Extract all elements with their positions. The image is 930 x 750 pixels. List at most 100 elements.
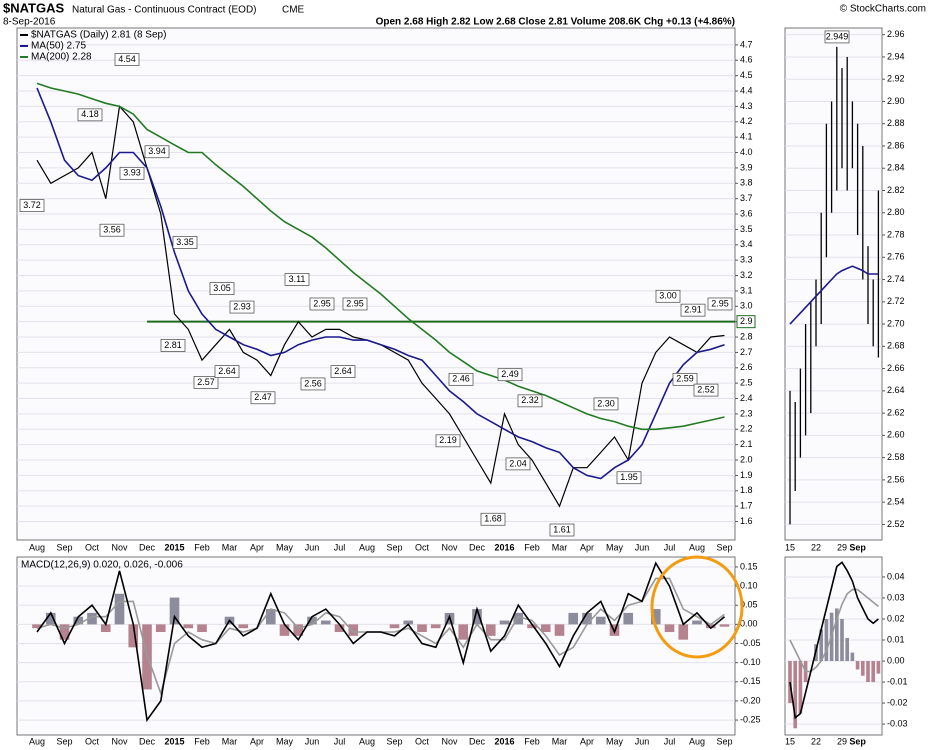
x-tick-label: Jun	[635, 542, 650, 552]
histogram-bar	[45, 612, 56, 625]
x-tick-label: Dec	[139, 736, 156, 746]
x-tick-label: 29	[837, 736, 847, 746]
y-tick-label: -0.03	[887, 718, 908, 728]
y-tick-label: 4.3	[740, 101, 753, 111]
histogram-bar	[128, 624, 139, 648]
x-tick-label: 2016	[494, 736, 514, 746]
y-tick-label: 4.1	[740, 132, 753, 142]
x-tick-label: Oct	[415, 542, 430, 552]
histogram-bar	[183, 624, 194, 629]
x-tick-label: May	[606, 736, 624, 746]
histogram-bar	[458, 624, 469, 640]
histogram-bar	[320, 620, 331, 625]
histogram-bar	[73, 616, 84, 625]
quote: Open 2.68 High 2.82 Low 2.68 Close 2.81 …	[376, 17, 735, 28]
y-tick-label: 2.7	[740, 347, 753, 357]
annotation-box	[824, 30, 850, 44]
y-tick-label: -0.01	[887, 676, 908, 686]
y-tick-label: 2.68	[887, 341, 905, 351]
date: 8-Sep-2016	[3, 17, 56, 28]
annotation-box	[284, 273, 310, 286]
panel-title: MACD(12,26,9) 0.020, 0.026, -0.006	[21, 560, 183, 571]
annotation-label: 2.56	[304, 378, 322, 388]
hline-label: 2.9	[740, 316, 753, 326]
x-tick-label: Jun	[305, 736, 320, 746]
annotation-box	[693, 383, 719, 397]
histogram-bar	[32, 624, 42, 629]
y-tick-label: 2.82	[887, 185, 905, 195]
histogram-bar	[554, 624, 565, 636]
y-tick-label: 3.0	[740, 301, 753, 311]
annotation-box	[505, 457, 531, 471]
histogram-bar	[527, 624, 537, 629]
annotation-box	[193, 376, 219, 389]
y-tick-label: 2.78	[887, 229, 905, 239]
y-tick-label: 0.10	[740, 580, 758, 590]
x-tick-label: Jun	[305, 542, 320, 552]
y-tick-label: 3.8	[740, 178, 753, 188]
y-tick-label: 3.1	[740, 285, 753, 295]
y-tick-label: 2.52	[887, 519, 905, 529]
y-tick-label: 1.7	[740, 501, 753, 511]
x-tick-label: Sep	[849, 736, 866, 746]
x-tick-label: Nov	[111, 736, 128, 746]
legend-label: $NATGAS (Daily) 2.81 (8 Sep)	[31, 30, 166, 41]
annotation-box	[300, 377, 326, 391]
y-tick-label: 1.9	[740, 470, 753, 480]
y-tick-label: 2.56	[887, 474, 905, 484]
y-tick-label: 2.76	[887, 252, 905, 262]
histogram-bar	[623, 612, 634, 625]
histogram-bar	[499, 620, 510, 625]
y-tick-label: 0.01	[887, 634, 905, 644]
x-tick-label: Apr	[250, 736, 264, 746]
y-tick-label: 3.2	[740, 270, 753, 280]
x-tick-label: Sep	[386, 736, 402, 746]
histogram-bar	[417, 624, 427, 633]
annotation-box	[330, 365, 356, 378]
y-tick-label: 2.6	[740, 362, 753, 372]
histogram-bar	[871, 661, 876, 683]
plot-area	[16, 556, 736, 736]
y-tick-label: 4.4	[740, 85, 753, 95]
source: © StockCharts.com	[840, 4, 926, 15]
histogram-bar	[845, 637, 850, 662]
annotation-label: 2.91	[684, 305, 702, 315]
x-tick-label: Sep	[56, 542, 72, 552]
x-tick-label: Oct	[415, 736, 430, 746]
annotation-label: 1.68	[484, 514, 502, 524]
x-tick-label: Feb	[524, 736, 540, 746]
histogram-bar	[513, 612, 524, 625]
annotation-box	[209, 282, 235, 295]
legend-label: MA(200) 2.28	[31, 52, 92, 63]
histogram-bar	[540, 624, 551, 633]
annotation-label: 2.95	[711, 298, 729, 308]
annotation-box	[229, 300, 255, 314]
histogram-bar	[678, 624, 689, 640]
y-tick-label: 4.7	[740, 39, 753, 49]
y-tick-label: 3.9	[740, 162, 753, 172]
annotation-box	[19, 199, 45, 212]
y-tick-label: -0.20	[740, 695, 761, 705]
annotation-box	[250, 391, 276, 405]
plot-area	[16, 27, 736, 541]
histogram-bar	[855, 661, 860, 670]
x-tick-label: 2016	[494, 542, 514, 552]
x-tick-label: 15	[785, 736, 795, 746]
y-tick-label: 2.54	[887, 497, 905, 507]
histogram-bar	[389, 624, 400, 629]
histogram-bar	[430, 624, 441, 629]
annotation-label: 2.949	[826, 31, 849, 41]
histogram-bar	[650, 609, 661, 625]
x-tick-label: May	[276, 542, 294, 552]
annotation-label: 3.93	[123, 168, 141, 178]
histogram-bar	[798, 661, 803, 714]
histogram-bar	[279, 624, 290, 636]
histogram-bar	[866, 661, 870, 683]
y-tick-label: 2.94	[887, 51, 905, 61]
histogram-bar	[692, 620, 702, 625]
annotation-box	[549, 523, 575, 537]
annotation-label: 4.18	[81, 109, 99, 119]
histogram-bar	[403, 620, 414, 625]
series-line	[789, 561, 879, 720]
y-tick-label: -0.02	[887, 697, 908, 707]
